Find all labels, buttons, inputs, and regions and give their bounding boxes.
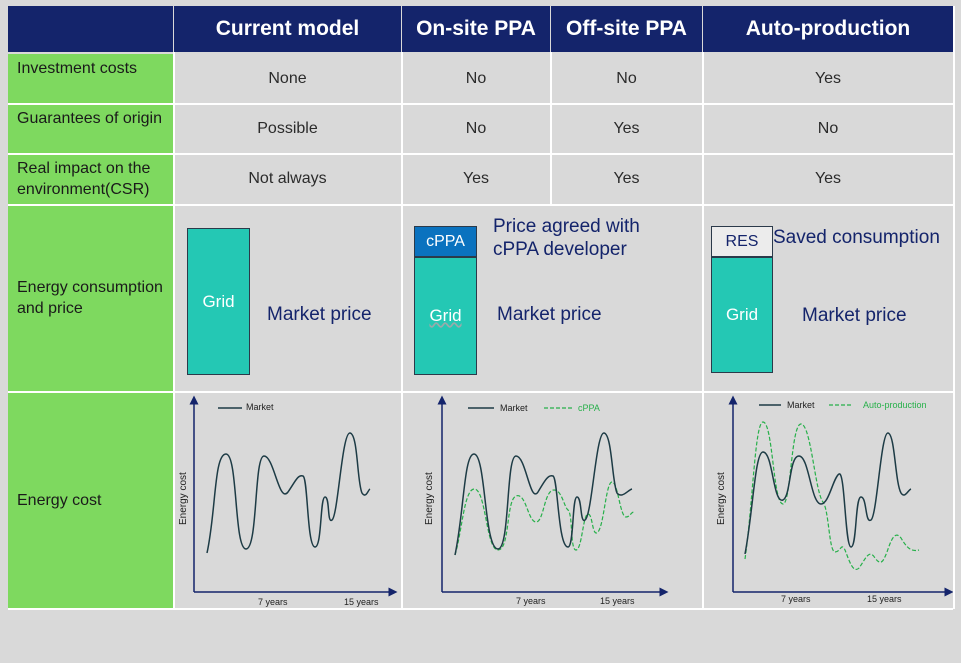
cell-impact-current: Not always (174, 154, 401, 204)
cell-investment-offsite: No (551, 54, 702, 103)
energy-cost-chart-ppa: Energy cost Market cPPA 7 years 15 years (424, 395, 669, 606)
row-divider (8, 608, 953, 610)
x-tick-7-years: 7 years (258, 597, 288, 607)
auto-production-line (744, 421, 920, 570)
grid-label-ppa: Grid (429, 306, 462, 325)
cell-investment-current: None (174, 54, 401, 103)
cell-impact-offsite: Yes (551, 154, 702, 204)
row-label-guarantees: Guarantees of origin (8, 104, 173, 153)
energy-cost-chart-auto: Energy cost Market Auto-production 7 yea… (716, 395, 953, 604)
header-current-model: Current model (174, 6, 401, 52)
market-price-current: Market price (267, 304, 372, 325)
row-divider (8, 153, 953, 155)
market-line (454, 432, 633, 556)
y-axis-label: Energy cost (716, 472, 727, 525)
grid-bar-current: Grid (187, 228, 250, 375)
col-divider (173, 52, 175, 609)
row-label-consumption: Energy consumption and price (8, 205, 173, 391)
legend-market-label: Market (787, 400, 815, 410)
energy-cost-chart-current: Energy cost Market 7 years 15 years (178, 395, 398, 607)
col-divider (550, 52, 552, 204)
cell-guarantees-auto: No (703, 104, 953, 153)
market-line (744, 432, 912, 555)
cppa-bar: cPPA (414, 226, 477, 257)
saved-consumption: Saved consumption (773, 227, 940, 248)
row-label-energy-cost: Energy cost (8, 392, 173, 608)
grid-bar-ppa: Grid (414, 257, 477, 375)
market-price-ppa: Market price (497, 304, 602, 325)
header-onsite-ppa: On-site PPA (402, 6, 550, 52)
cell-investment-auto: Yes (703, 54, 953, 103)
legend-auto-label: Auto-production (863, 400, 927, 410)
cppa-line (454, 481, 635, 556)
res-bar: RES (711, 226, 773, 257)
row-label-investment: Investment costs (8, 54, 173, 103)
legend-market-label: Market (246, 402, 274, 412)
header-auto-production: Auto-production (703, 6, 953, 52)
cell-impact-auto: Yes (703, 154, 953, 204)
header-offsite-ppa: Off-site PPA (551, 6, 702, 52)
y-axis-label: Energy cost (178, 472, 189, 525)
legend-market-label: Market (500, 403, 528, 413)
col-divider (953, 6, 955, 609)
grid-bar-auto: Grid (711, 257, 773, 373)
cell-guarantees-offsite: Yes (551, 104, 702, 153)
x-tick-15-years: 15 years (600, 596, 635, 606)
row-divider (8, 103, 953, 105)
market-price-auto: Market price (802, 305, 907, 326)
row-divider (8, 204, 953, 206)
row-label-impact: Real impact on the environment(CSR) (8, 154, 173, 204)
cell-guarantees-onsite: No (402, 104, 550, 153)
x-tick-7-years: 7 years (781, 594, 811, 604)
y-axis-label: Energy cost (424, 472, 435, 525)
cell-impact-onsite: Yes (402, 154, 550, 204)
cppa-note: Price agreed with cPPA developer (493, 216, 640, 260)
col-divider (702, 52, 704, 609)
x-tick-15-years: 15 years (867, 594, 902, 604)
cell-guarantees-current: Possible (174, 104, 401, 153)
x-tick-7-years: 7 years (516, 596, 546, 606)
cell-investment-onsite: No (402, 54, 550, 103)
header-corner (8, 6, 173, 52)
legend-cppa-label: cPPA (578, 403, 600, 413)
market-line (206, 432, 371, 554)
row-divider (8, 391, 953, 393)
x-tick-15-years: 15 years (344, 597, 379, 607)
col-divider (401, 52, 403, 609)
